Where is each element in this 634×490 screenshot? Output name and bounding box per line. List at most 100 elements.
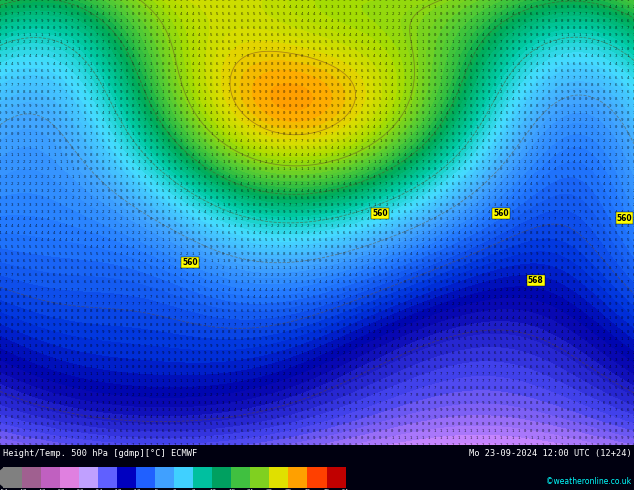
Text: 9: 9: [120, 337, 122, 341]
Text: 6: 6: [590, 393, 593, 397]
Text: 3: 3: [168, 5, 171, 9]
Text: 7: 7: [252, 125, 255, 129]
Text: 6: 6: [573, 69, 575, 73]
Text: 0: 0: [439, 54, 442, 58]
Text: 9: 9: [415, 174, 418, 178]
Text: 5: 5: [434, 189, 436, 193]
Text: 4: 4: [283, 393, 285, 397]
Text: 8: 8: [264, 443, 267, 447]
Text: 4: 4: [325, 280, 327, 285]
Text: 8: 8: [252, 54, 255, 58]
Text: 1: 1: [247, 267, 249, 270]
Text: 2: 2: [439, 224, 442, 228]
Text: 8: 8: [621, 288, 623, 292]
Text: 8: 8: [403, 280, 406, 285]
Text: 0: 0: [120, 97, 122, 101]
Text: 7: 7: [585, 224, 587, 228]
Text: 6: 6: [113, 160, 116, 165]
Text: 4: 4: [307, 288, 309, 292]
Text: 0: 0: [247, 160, 249, 165]
Text: 0: 0: [144, 139, 146, 143]
Text: 6: 6: [101, 139, 104, 143]
Text: 0: 0: [301, 97, 303, 101]
Text: 1: 1: [240, 210, 243, 214]
Text: 2: 2: [536, 288, 539, 292]
Text: 0: 0: [458, 280, 460, 285]
Text: 7: 7: [463, 379, 466, 383]
Text: 1: 1: [192, 372, 195, 376]
Text: 4: 4: [5, 379, 7, 383]
Text: 7: 7: [343, 238, 346, 242]
Text: 6: 6: [276, 196, 279, 200]
Text: 6: 6: [283, 309, 285, 313]
Text: 3: 3: [89, 393, 92, 397]
Text: 0: 0: [150, 358, 152, 362]
Text: 8: 8: [35, 90, 37, 94]
Text: 9: 9: [530, 415, 533, 418]
Text: 9: 9: [518, 415, 521, 418]
Text: 0: 0: [150, 365, 152, 369]
Text: 3: 3: [554, 316, 557, 320]
Text: 2: 2: [240, 273, 243, 277]
Text: 9: 9: [228, 196, 231, 200]
Text: 6: 6: [132, 436, 134, 440]
Text: 5: 5: [524, 203, 527, 207]
Text: 6: 6: [403, 210, 406, 214]
Text: 7: 7: [228, 90, 231, 94]
Text: 5: 5: [210, 33, 212, 37]
Text: 0: 0: [319, 174, 321, 178]
Text: 7: 7: [609, 415, 611, 418]
Text: 2: 2: [95, 387, 98, 391]
Text: 4: 4: [410, 153, 412, 157]
Text: 4: 4: [367, 40, 370, 45]
Text: 5: 5: [578, 358, 581, 362]
Text: 0: 0: [458, 19, 460, 23]
Text: 6: 6: [53, 422, 56, 426]
Text: -38: -38: [55, 489, 65, 490]
Text: 5: 5: [271, 19, 273, 23]
Text: 2: 2: [65, 372, 68, 376]
Text: 0: 0: [276, 111, 279, 115]
Text: 0: 0: [71, 33, 74, 37]
Text: 7: 7: [361, 97, 363, 101]
Text: 4: 4: [288, 0, 291, 2]
Text: 7: 7: [536, 90, 539, 94]
Text: 5: 5: [463, 337, 466, 341]
Text: 5: 5: [542, 344, 545, 348]
Text: 8: 8: [138, 196, 140, 200]
Text: 3: 3: [542, 316, 545, 320]
Text: 5: 5: [554, 358, 557, 362]
Text: 2: 2: [597, 125, 599, 129]
Text: 7: 7: [410, 387, 412, 391]
Text: 3: 3: [391, 203, 394, 207]
Text: 0: 0: [385, 429, 387, 433]
Text: 3: 3: [337, 0, 339, 2]
Text: 8: 8: [95, 309, 98, 313]
Text: 8: 8: [458, 189, 460, 193]
Text: 4: 4: [391, 351, 394, 355]
Text: 8: 8: [566, 408, 569, 412]
Text: 2: 2: [391, 323, 394, 327]
Bar: [155, 466, 174, 488]
Text: 9: 9: [313, 75, 315, 80]
Text: 4: 4: [458, 168, 460, 172]
Text: 3: 3: [168, 118, 171, 122]
Text: 4: 4: [361, 33, 363, 37]
Text: 3: 3: [633, 217, 634, 221]
Text: 7: 7: [89, 26, 92, 30]
Text: 3: 3: [259, 224, 261, 228]
Text: 3: 3: [95, 217, 98, 221]
Text: 4: 4: [168, 415, 171, 418]
Text: 1: 1: [422, 231, 424, 235]
Text: 0: 0: [276, 104, 279, 108]
Text: 2: 2: [162, 387, 164, 391]
Text: 4: 4: [0, 379, 1, 383]
Text: 0: 0: [186, 118, 188, 122]
Text: 3: 3: [470, 147, 472, 150]
Text: 4: 4: [77, 408, 80, 412]
Text: 5: 5: [518, 97, 521, 101]
Text: 3: 3: [566, 139, 569, 143]
Text: 1: 1: [144, 40, 146, 45]
Text: 6: 6: [168, 429, 171, 433]
Text: 4: 4: [101, 415, 104, 418]
